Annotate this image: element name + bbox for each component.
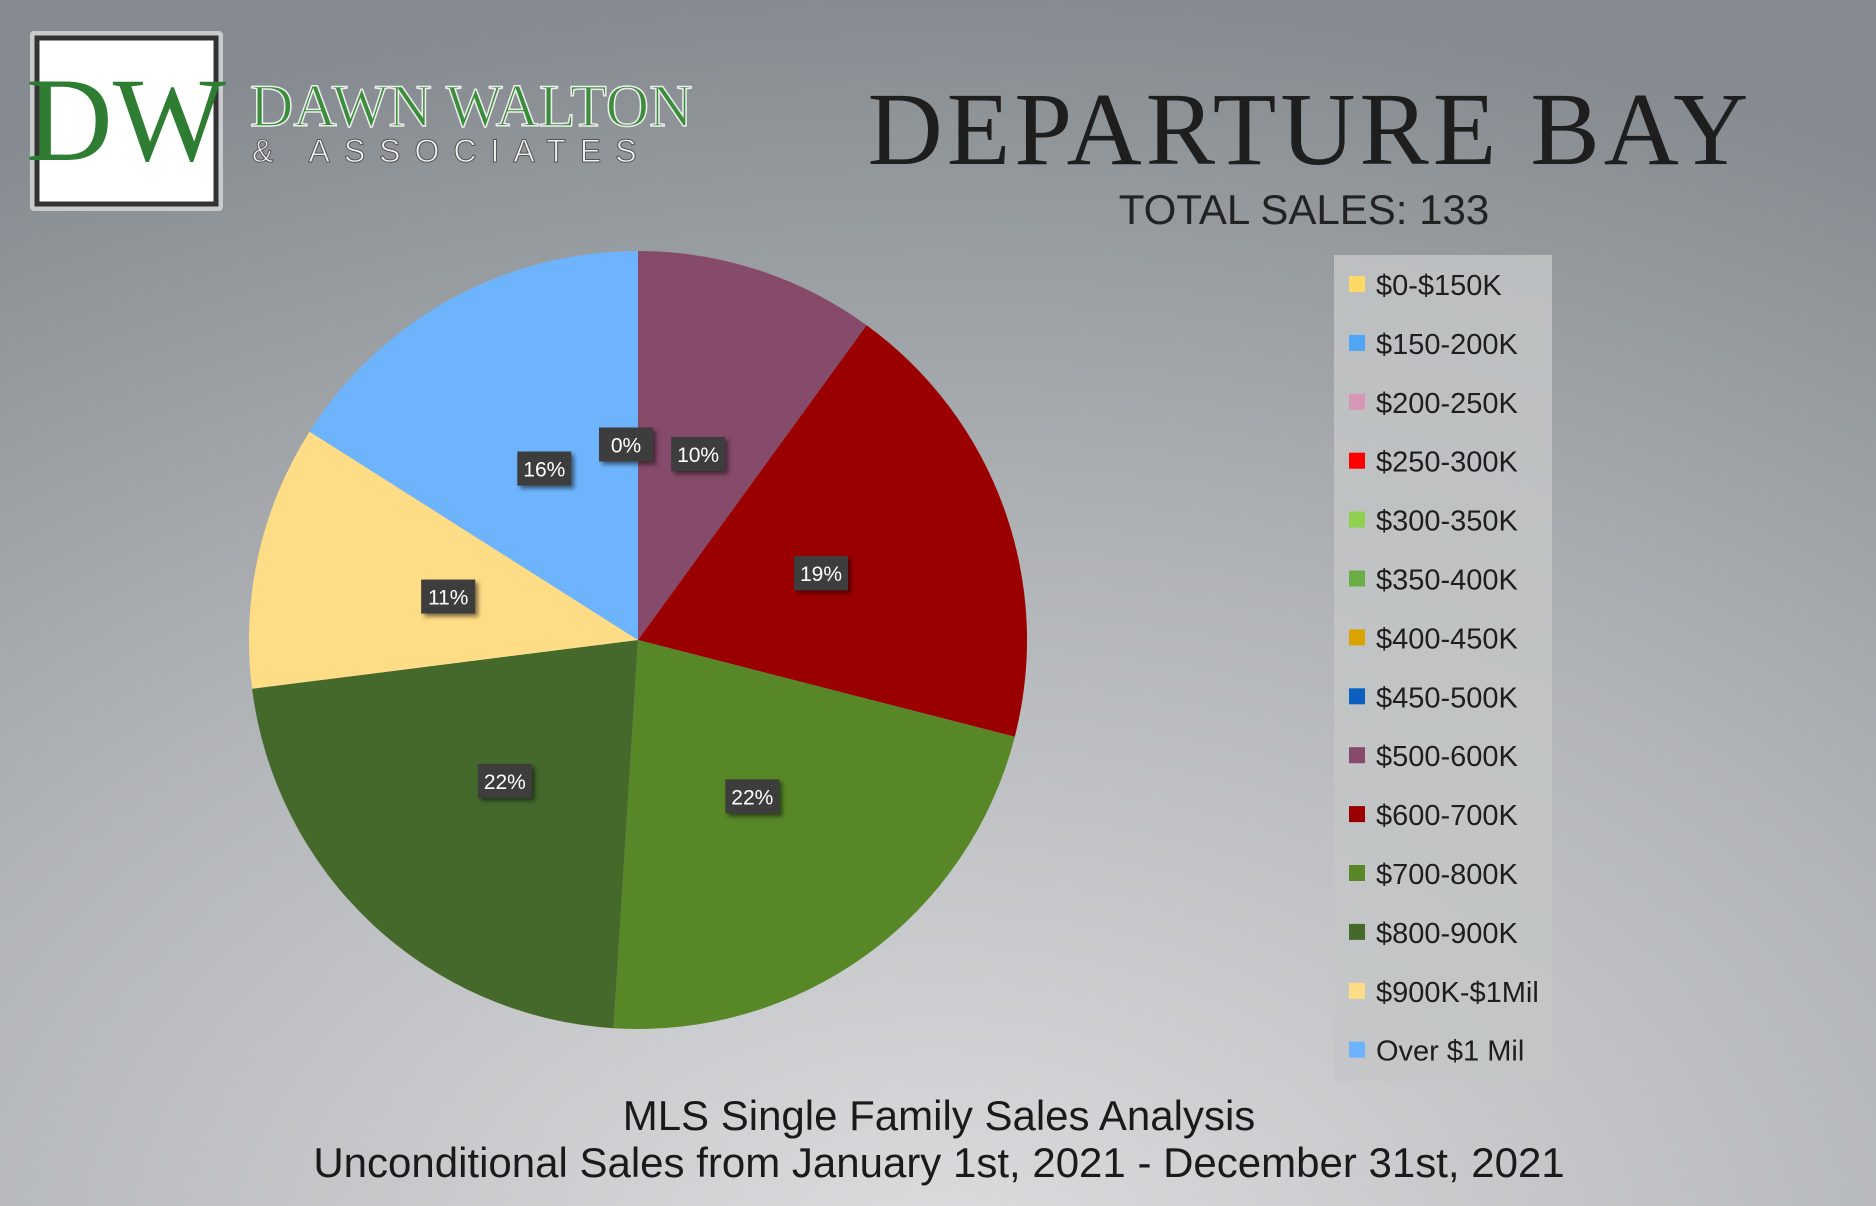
legend-label: $900K-$1Mil <box>1376 977 1539 1009</box>
legend-swatch <box>1349 452 1365 469</box>
legend-label: $450-500K <box>1376 682 1519 714</box>
data-label-box <box>517 451 572 486</box>
pie-slice <box>252 640 638 1029</box>
data-label: 0% <box>611 435 641 458</box>
data-label: 19% <box>800 563 842 586</box>
legend-label: $600-700K <box>1376 800 1519 832</box>
legend-swatch <box>1349 511 1365 528</box>
data-label: 22% <box>731 786 773 809</box>
legend-swatch <box>1349 806 1365 823</box>
footer-line: MLS Single Family Sales Analysis <box>623 1092 1256 1139</box>
legend-swatch <box>1349 1041 1365 1058</box>
chart-subtitle: TOTAL SALES: 133 <box>1119 186 1489 233</box>
data-label: 10% <box>677 444 719 467</box>
legend-label: $700-800K <box>1376 859 1519 891</box>
legend-swatch <box>1349 276 1365 292</box>
legend-label: $200-250K <box>1376 388 1519 420</box>
legend-swatch <box>1349 393 1365 410</box>
legend-swatch <box>1349 923 1365 940</box>
legend-label: $500-600K <box>1376 741 1519 773</box>
footer-line: Unconditional Sales from January 1st, 20… <box>313 1139 1564 1186</box>
brand-tagline: & ASSOCIATES <box>252 133 651 169</box>
data-label-box <box>725 779 780 814</box>
chart-title: DEPARTURE BAY <box>868 72 1753 187</box>
data-label-box <box>794 556 849 591</box>
legend-box <box>1334 255 1552 1081</box>
pie-slice <box>309 251 638 640</box>
legend-label: $0-$150K <box>1376 270 1502 302</box>
pie-slice <box>613 640 1015 1029</box>
legend-swatch <box>1349 629 1365 646</box>
brand-name: DAWN WALTON <box>250 73 692 139</box>
data-label-box <box>421 579 476 614</box>
pie-slice <box>249 431 639 689</box>
legend-swatch <box>1349 334 1365 351</box>
legend-label: $150-200K <box>1376 329 1519 361</box>
legend-swatch <box>1349 865 1365 881</box>
data-label: 11% <box>428 587 468 610</box>
pie-slice <box>638 325 1027 737</box>
legend-label: $250-300K <box>1376 447 1519 479</box>
data-label-box <box>671 437 726 472</box>
legend-label: Over $1 Mil <box>1376 1036 1524 1068</box>
legend-label: $800-900K <box>1376 918 1519 950</box>
legend-swatch <box>1349 747 1365 764</box>
legend-swatch <box>1349 570 1365 587</box>
data-label-box <box>599 427 653 462</box>
legend-label: $300-350K <box>1376 506 1519 538</box>
data-label-box <box>477 763 532 798</box>
logo-box <box>34 35 219 207</box>
data-label: 16% <box>523 459 565 482</box>
legend-label: $350-400K <box>1376 565 1519 597</box>
data-label: 22% <box>484 771 526 794</box>
legend-label: $400-450K <box>1376 623 1519 655</box>
pie-slice <box>638 251 867 640</box>
legend-swatch <box>1349 688 1365 705</box>
logo-initials: DW <box>26 53 227 186</box>
legend-swatch <box>1349 982 1365 999</box>
